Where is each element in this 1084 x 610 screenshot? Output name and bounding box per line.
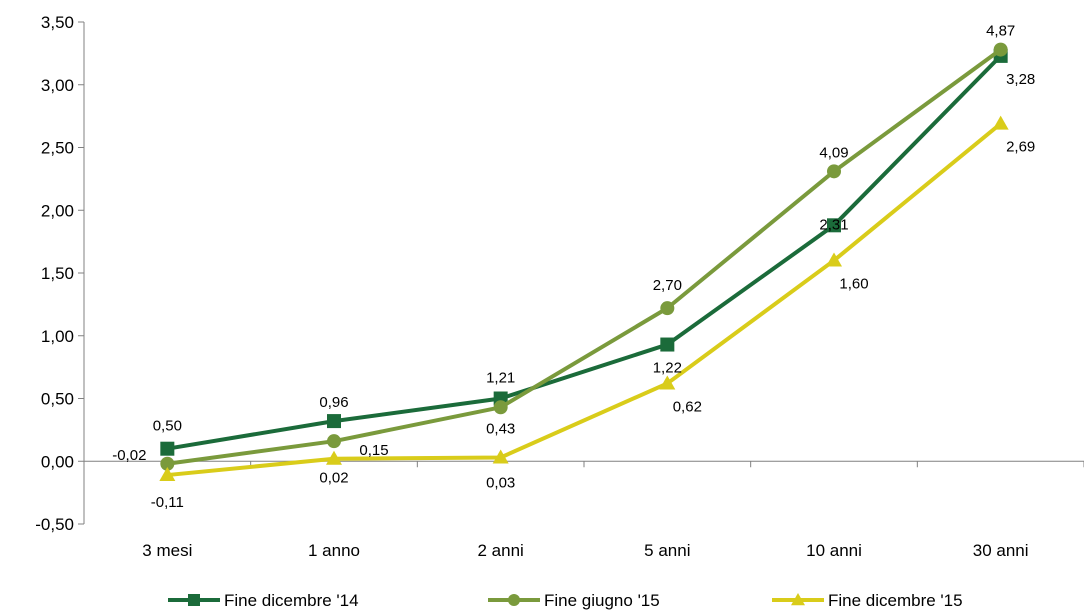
legend-marker	[188, 594, 200, 606]
data-label: 0,96	[319, 394, 348, 411]
data-label: 0,62	[673, 398, 702, 415]
data-label: 1,21	[486, 370, 515, 387]
data-point-marker	[160, 456, 175, 471]
series-line	[167, 54, 1003, 451]
data-point-marker	[827, 218, 841, 233]
x-tick-label: 3 mesi	[142, 541, 192, 560]
data-point-marker	[327, 434, 341, 449]
x-tick-label: 1 anno	[308, 541, 360, 560]
data-point-marker	[827, 164, 841, 179]
legend-label: Fine giugno '15	[544, 591, 660, 610]
series-layer	[159, 42, 1009, 482]
y-tick-label: 3,50	[41, 13, 74, 32]
y-tick-label: 2,00	[41, 201, 74, 220]
data-label: 0,15	[359, 442, 388, 459]
data-point-marker	[992, 115, 1009, 130]
legend-label: Fine dicembre '14	[224, 591, 359, 610]
data-point-marker	[826, 252, 842, 267]
y-tick-label: -0,50	[35, 515, 74, 534]
x-tick-label: 2 anni	[478, 541, 524, 560]
y-tick-label: 1,50	[41, 264, 74, 283]
data-labels: 0,50 0,96 1,21 1,22 2,31 3,28 -0,02 0,15 0,43 2,7…	[112, 23, 1035, 511]
data-label: 3,28	[1006, 71, 1035, 88]
data-point-marker	[326, 450, 342, 465]
data-label: 0,03	[486, 474, 515, 491]
data-label: 0,02	[319, 470, 348, 487]
series-2	[159, 115, 1009, 482]
legend-item: Fine dicembre '15	[772, 591, 963, 610]
legend-label: Fine dicembre '15	[828, 591, 963, 610]
data-label: -0,02	[112, 447, 146, 464]
series-line	[167, 47, 1002, 466]
data-point-marker	[660, 301, 675, 316]
legend-marker	[791, 593, 805, 606]
series-0	[160, 48, 1008, 456]
legend-item: Fine dicembre '14	[168, 591, 359, 610]
data-label: 4,09	[819, 144, 848, 161]
legend-item: Fine giugno '15	[488, 591, 660, 610]
legend-marker	[508, 594, 520, 606]
data-label: 1,60	[839, 275, 868, 292]
axes: 3,50 3,00 2,50 2,00 1,50 1,00 0,50 0,00 -0,50 3 m…	[35, 13, 1084, 560]
data-label: 2,31	[819, 216, 848, 233]
data-point-marker	[993, 42, 1008, 57]
data-label: 2,69	[1006, 139, 1035, 156]
y-tick-label: 2,50	[41, 139, 74, 158]
data-point-marker	[327, 414, 341, 429]
data-point-marker	[660, 337, 675, 352]
data-point-marker	[159, 467, 176, 482]
data-label: -0,11	[151, 494, 184, 511]
series-line	[167, 122, 1002, 478]
data-point-marker	[659, 375, 676, 390]
data-label: 1,22	[653, 360, 682, 377]
legend: Fine dicembre '14 Fine giugno '15 Fine dic…	[168, 591, 963, 610]
data-label: 2,70	[653, 277, 682, 294]
data-label: 0,50	[153, 418, 182, 435]
data-point-marker	[493, 400, 508, 415]
series-1	[160, 42, 1008, 471]
y-tick-label: 3,00	[41, 76, 74, 95]
x-tick-label: 10 anni	[806, 541, 862, 560]
x-tick-label: 30 anni	[973, 541, 1029, 560]
data-point-marker	[492, 449, 509, 464]
data-point-marker	[160, 441, 175, 456]
y-tick-label: 0,50	[41, 390, 74, 409]
data-label: 4,87	[986, 23, 1015, 40]
y-tick-label: 1,00	[41, 327, 74, 346]
data-label: 0,43	[486, 420, 515, 437]
y-tick-label: 0,00	[41, 452, 74, 471]
x-tick-label: 5 anni	[644, 541, 690, 560]
